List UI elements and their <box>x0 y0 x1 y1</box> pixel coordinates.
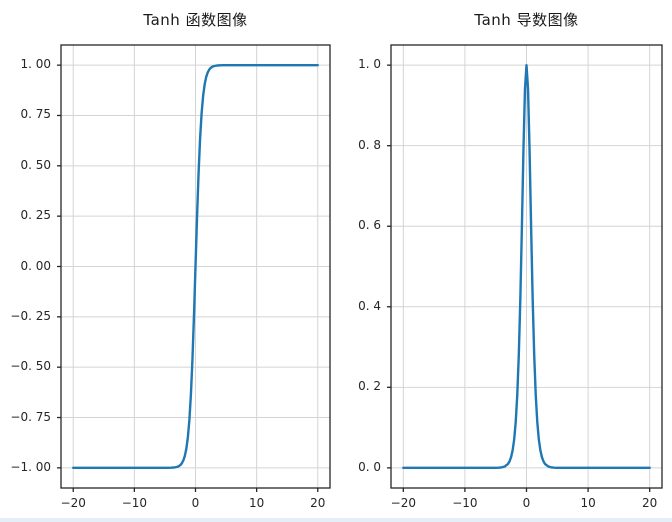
y-tick-label: −0. 75 <box>10 409 51 424</box>
y-tick-label: 0. 25 <box>20 208 51 223</box>
x-tick-label: 0 <box>191 496 200 510</box>
x-tick-label: −10 <box>452 496 478 510</box>
y-tick-label: 0. 75 <box>20 107 51 122</box>
x-tick-label: 10 <box>248 496 265 510</box>
y-tick-label: 1. 0 <box>358 57 381 72</box>
y-tick-label: 0. 2 <box>358 379 381 394</box>
right-plot-title: Tanh 导数图像 <box>474 11 579 29</box>
x-tick-label: 20 <box>642 496 658 510</box>
y-tick-label: 0. 6 <box>358 218 381 233</box>
x-tick-label: 0 <box>522 496 531 510</box>
y-tick-label: 1. 00 <box>20 57 51 72</box>
y-tick-label: 0. 8 <box>358 137 381 152</box>
y-tick-label: −1. 00 <box>10 459 51 474</box>
x-tick-label: 20 <box>310 496 326 510</box>
y-tick-label: 0. 50 <box>20 157 51 172</box>
x-tick-label: −20 <box>60 496 86 510</box>
x-tick-label: −10 <box>121 496 148 510</box>
y-tick-label: 0. 4 <box>358 298 381 313</box>
x-tick-label: 10 <box>580 496 596 510</box>
left-plot-title: Tanh 函数图像 <box>143 11 248 29</box>
y-tick-label: −0. 50 <box>10 359 51 374</box>
y-tick-label: 0. 0 <box>358 459 381 474</box>
y-tick-label: −0. 25 <box>10 308 51 323</box>
y-tick-label: 0. 00 <box>20 258 51 273</box>
bottom-edge-highlight <box>0 518 672 522</box>
x-tick-label: −20 <box>390 496 416 510</box>
